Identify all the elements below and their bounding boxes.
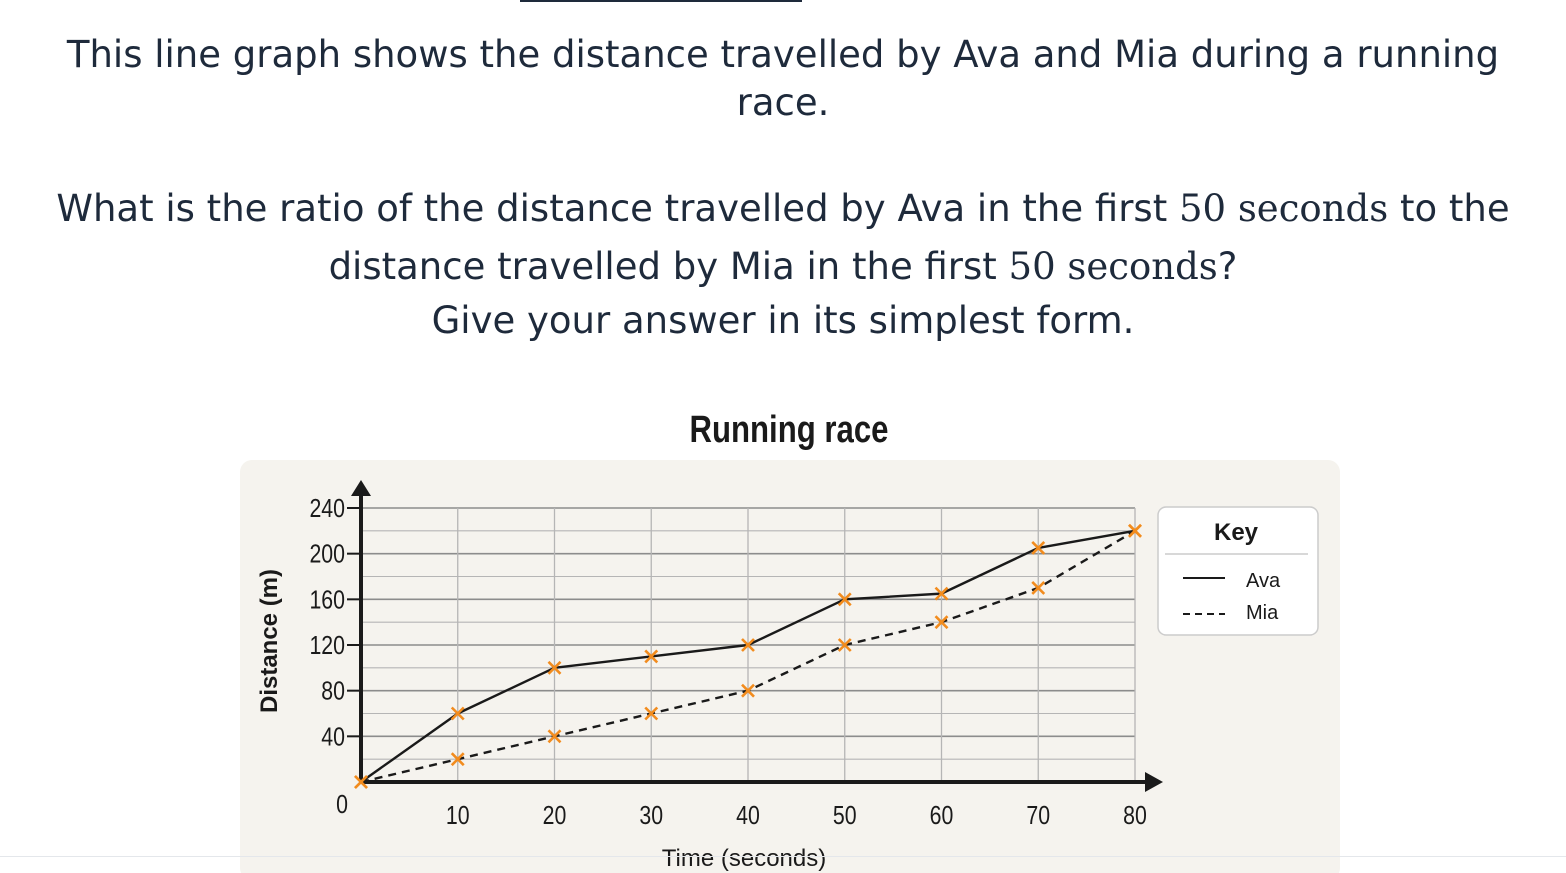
legend-box	[1157, 506, 1319, 636]
y-tick-label: 40	[321, 722, 345, 752]
data-point-ava	[547, 660, 562, 675]
question-line-2: What is the ratio of the distance travel…	[0, 184, 1566, 234]
y-axis-arrow	[351, 480, 371, 496]
data-point-ava	[1031, 541, 1046, 555]
marker-stroke	[354, 775, 368, 789]
y-tick-label: 240	[309, 494, 345, 524]
question-text: ?	[1217, 245, 1238, 288]
marker-stroke	[837, 638, 852, 652]
legend-label-mia: Mia	[1246, 602, 1279, 624]
data-point-ava	[934, 586, 949, 601]
marker-stroke	[934, 586, 949, 601]
origin-label: 0	[336, 790, 348, 820]
marker-stroke	[837, 592, 852, 607]
question-line-4: Give your answer in its simplest form.	[431, 299, 1135, 342]
bottom-divider	[0, 856, 1566, 857]
legend: Key Ava Mia	[1157, 506, 1319, 636]
data-point-ava	[450, 706, 465, 721]
y-axis-label: Distance (m)	[256, 569, 283, 713]
math-unit: seconds	[1055, 245, 1218, 288]
marker-stroke	[450, 752, 465, 767]
marker-stroke	[1031, 541, 1046, 555]
y-tick-label: 120	[309, 631, 345, 661]
data-point-ava	[741, 638, 755, 652]
data-point-mia	[1031, 580, 1046, 595]
legend-label-ava: Ava	[1246, 570, 1281, 592]
marker-stroke	[547, 660, 562, 675]
math-number: 50	[1008, 245, 1056, 288]
y-tick-label: 200	[309, 540, 345, 570]
question-line-1b: race.	[736, 81, 830, 124]
question-text: What is the ratio of the distance travel…	[56, 187, 1179, 230]
chart-panel	[240, 460, 1340, 873]
x-tick-label: 30	[639, 801, 663, 831]
marker-stroke	[934, 615, 949, 630]
axes	[347, 480, 1163, 792]
x-tick-label: 20	[543, 801, 567, 831]
data-point-mia	[741, 683, 755, 698]
question-text: to the	[1388, 187, 1510, 230]
marker-stroke	[741, 683, 755, 698]
x-tick-label: 10	[446, 801, 470, 831]
data-point-mia	[354, 775, 368, 789]
chart-title: Running race	[689, 409, 888, 451]
x-tick-label: 40	[736, 801, 760, 831]
x-axis-label: Time (seconds)	[662, 845, 826, 872]
x-tick-label: 50	[833, 801, 857, 831]
data-markers	[354, 523, 1142, 789]
data-point-mia	[644, 706, 659, 721]
math-unit: seconds	[1226, 187, 1389, 230]
marker-stroke	[741, 638, 755, 652]
legend-title: Key	[1214, 519, 1259, 546]
question-text: distance travelled by Mia in the first	[328, 245, 1009, 288]
data-point-ava	[644, 649, 659, 664]
x-axis-arrow	[1145, 772, 1163, 792]
question-line-3: distance travelled by Mia in the first 5…	[0, 242, 1566, 292]
data-point-mia	[450, 752, 465, 767]
x-tick-label: 60	[930, 801, 954, 831]
data-point-mia	[1128, 523, 1142, 538]
data-point-mia	[547, 729, 562, 744]
data-point-ava	[837, 592, 852, 607]
x-tick-label: 80	[1123, 801, 1147, 831]
math-number: 50	[1178, 187, 1227, 230]
y-tick-label: 160	[309, 585, 345, 615]
marker-stroke	[450, 706, 465, 721]
marker-stroke	[644, 649, 659, 664]
y-tick-label: 80	[321, 677, 345, 707]
tick-labels: 40 80 120 160 200 240 0 10 20 30 40 50 60 70 80	[309, 494, 1146, 831]
x-tick-label: 70	[1026, 801, 1050, 831]
marker-stroke	[1128, 523, 1142, 538]
top-divider	[520, 0, 802, 2]
data-point-mia	[837, 638, 852, 652]
marker-stroke	[644, 706, 659, 721]
marker-stroke	[547, 729, 562, 744]
marker-stroke	[1031, 580, 1046, 595]
question-line-1: This line graph shows the distance trave…	[66, 33, 1500, 76]
data-point-mia	[934, 615, 949, 630]
